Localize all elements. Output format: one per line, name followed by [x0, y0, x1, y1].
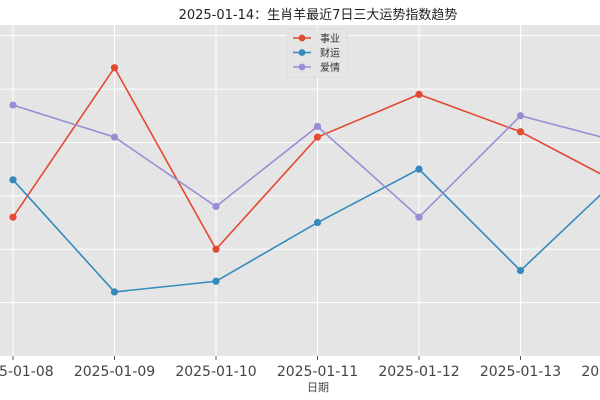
data-point	[110, 133, 119, 141]
x-tick-label: 2025-01-13	[480, 364, 561, 380]
series-lines	[9, 64, 600, 296]
x-tick-label: 2025-01-14	[581, 364, 600, 380]
data-point	[516, 128, 525, 136]
data-point	[110, 288, 119, 296]
data-point	[313, 122, 322, 131]
legend-marker	[298, 49, 306, 56]
legend-label: 爱情	[320, 61, 340, 74]
data-point	[212, 277, 220, 285]
data-point	[516, 112, 525, 120]
legend-label: 财运	[320, 47, 340, 60]
x-tick-label: 2025-01-10	[175, 364, 256, 380]
data-point	[212, 245, 220, 253]
data-point	[9, 176, 17, 184]
x-tick-label: 2025-01-12	[378, 364, 459, 380]
x-tick-label: 2025-01-08	[0, 364, 54, 380]
x-ticks: 2025-01-08 2025-01-09 2025-01-10 2025-01-11…	[0, 356, 600, 380]
data-point	[212, 202, 220, 211]
data-point	[9, 101, 17, 109]
x-tick-label: 2025-01-11	[277, 364, 358, 380]
plot-area	[0, 25, 600, 356]
legend-marker	[298, 34, 306, 42]
chart-title: 2025-01-14：生肖羊最近7日三大运势指数趋势	[179, 7, 458, 23]
x-axis-label: 日期	[307, 381, 329, 394]
data-point	[516, 266, 525, 275]
legend-marker	[298, 63, 306, 71]
legend-label: 事业	[320, 32, 340, 45]
data-point	[415, 165, 423, 173]
data-point	[415, 90, 423, 99]
grid	[0, 25, 600, 356]
data-point	[313, 218, 322, 227]
data-point	[9, 213, 17, 221]
x-tick-label: 2025-01-09	[74, 364, 155, 380]
data-point	[313, 133, 322, 141]
data-point	[110, 64, 119, 72]
data-point	[415, 213, 423, 221]
